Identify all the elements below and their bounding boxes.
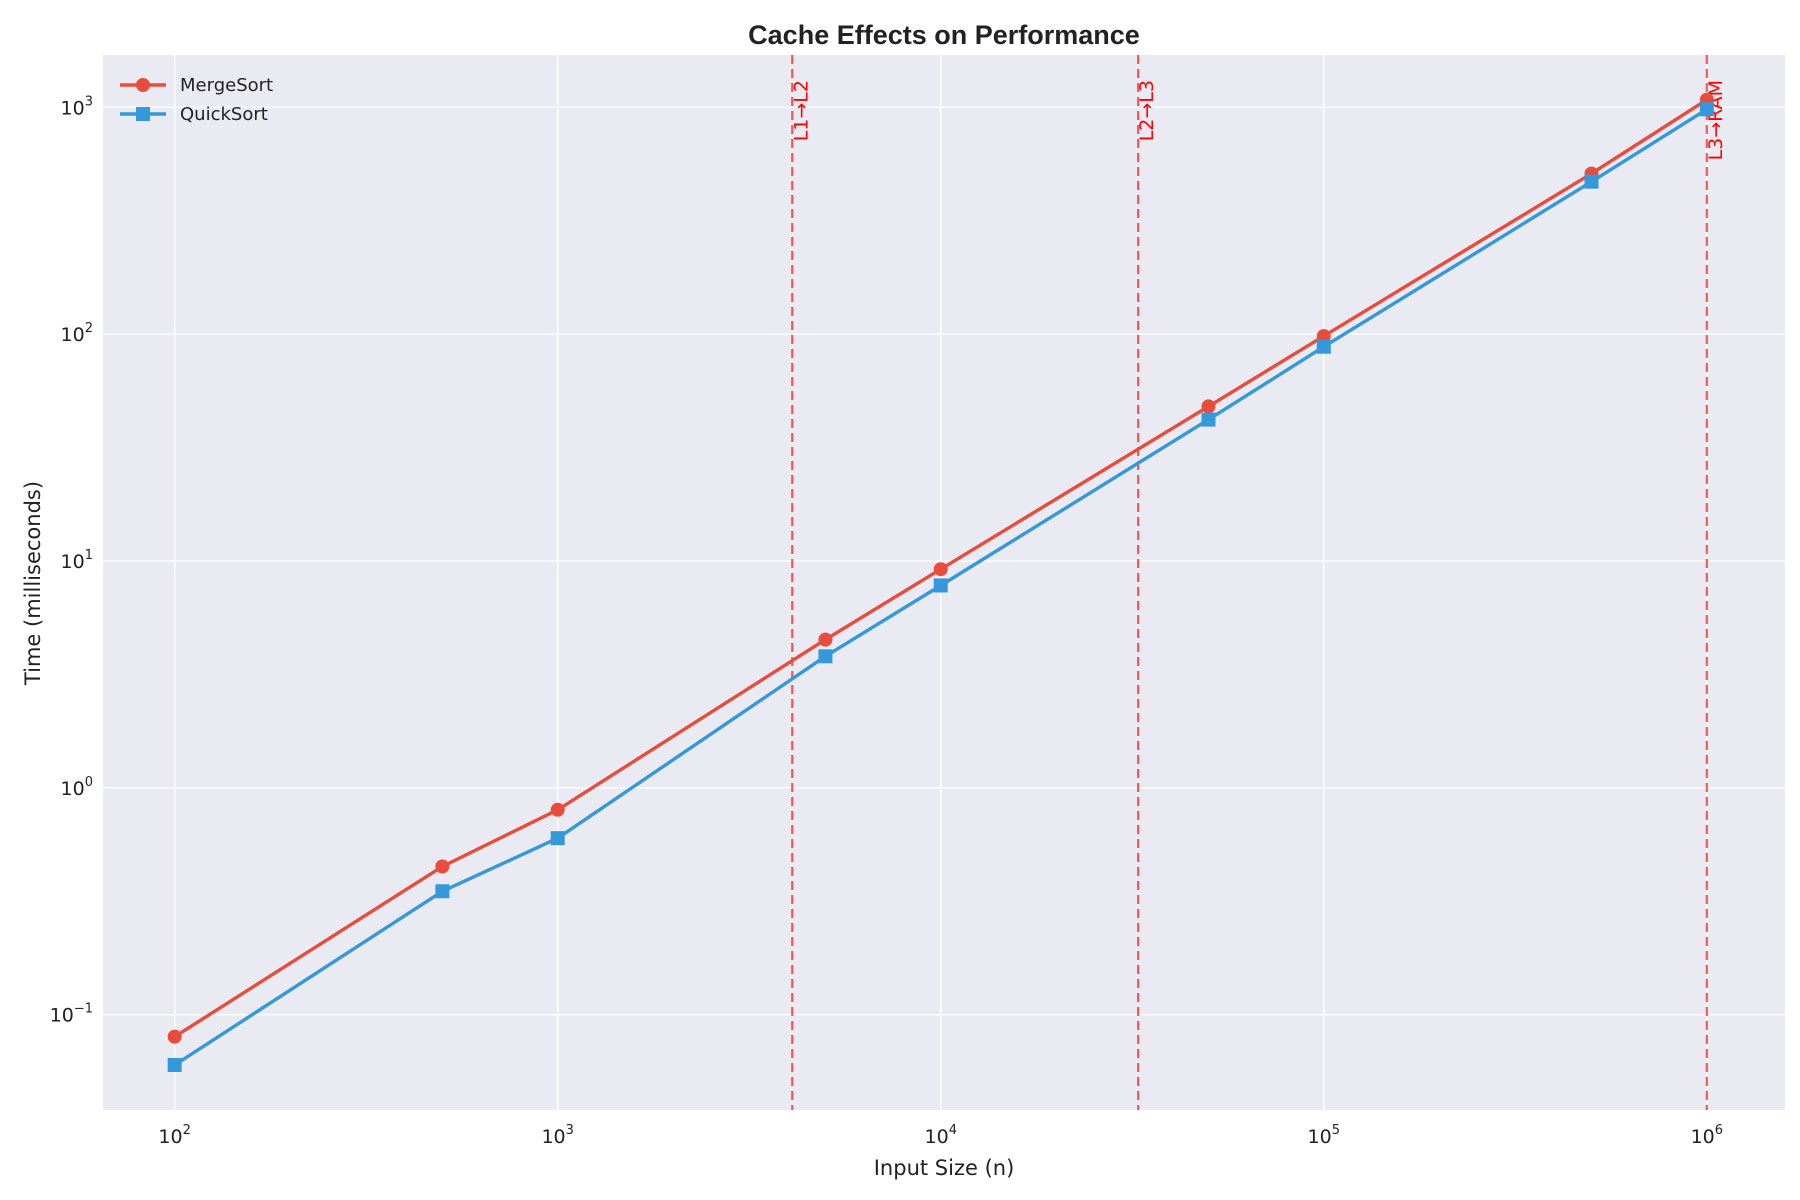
axis-ticks: 102 103 104 105 106 10−1 100 101 102 103: [50, 94, 1723, 1148]
x-tick-label: 103: [541, 1123, 573, 1148]
data-point-quicksort: [1699, 102, 1714, 117]
y-tick-label: 102: [61, 321, 93, 346]
data-point-quicksort: [435, 884, 450, 899]
y-tick-label: 100: [61, 775, 93, 800]
legend-item-quicksort: QuickSort: [120, 104, 268, 125]
data-point-mergesort: [933, 562, 948, 577]
legend-marker: [136, 78, 150, 92]
cache-boundary-lines: L1→L2 L2→L3 L3→RAM: [790, 55, 1727, 1110]
data-point-quicksort: [933, 578, 948, 593]
data-point-quicksort: [1201, 412, 1216, 427]
y-axis-label: Time (milliseconds): [21, 481, 45, 686]
x-tick-label: 105: [1308, 1123, 1340, 1148]
data-point-mergesort: [818, 632, 833, 647]
legend: MergeSort QuickSort: [120, 75, 273, 125]
data-point-quicksort: [818, 649, 833, 664]
y-tick-label: 101: [61, 548, 93, 573]
data-point-mergesort: [167, 1029, 182, 1044]
chart-title: Cache Effects on Performance: [748, 20, 1140, 50]
cache-boundary-label: L2→L3: [1136, 80, 1158, 141]
legend-item-mergesort: MergeSort: [120, 75, 273, 96]
legend-label: QuickSort: [180, 104, 268, 125]
legend-marker: [136, 107, 150, 121]
legend-label: MergeSort: [180, 75, 273, 96]
data-point-quicksort: [1584, 174, 1599, 189]
x-tick-label: 106: [1691, 1123, 1723, 1148]
data-point-quicksort: [167, 1058, 182, 1073]
series-lines: [167, 92, 1714, 1073]
x-tick-label: 104: [925, 1123, 957, 1148]
data-point-mergesort: [1316, 329, 1331, 344]
cache-boundary-label: L3→RAM: [1705, 80, 1727, 160]
y-tick-label: 103: [61, 94, 93, 119]
y-tick-label: 10−1: [50, 1002, 93, 1027]
data-point-quicksort: [550, 831, 565, 846]
cache-boundary-label: L1→L2: [790, 80, 812, 141]
data-point-quicksort: [1316, 339, 1331, 354]
x-tick-label: 102: [158, 1123, 190, 1148]
data-point-mergesort: [435, 859, 450, 874]
x-axis-label: Input Size (n): [874, 1156, 1015, 1180]
data-point-mergesort: [1201, 399, 1216, 414]
data-point-mergesort: [550, 802, 565, 817]
